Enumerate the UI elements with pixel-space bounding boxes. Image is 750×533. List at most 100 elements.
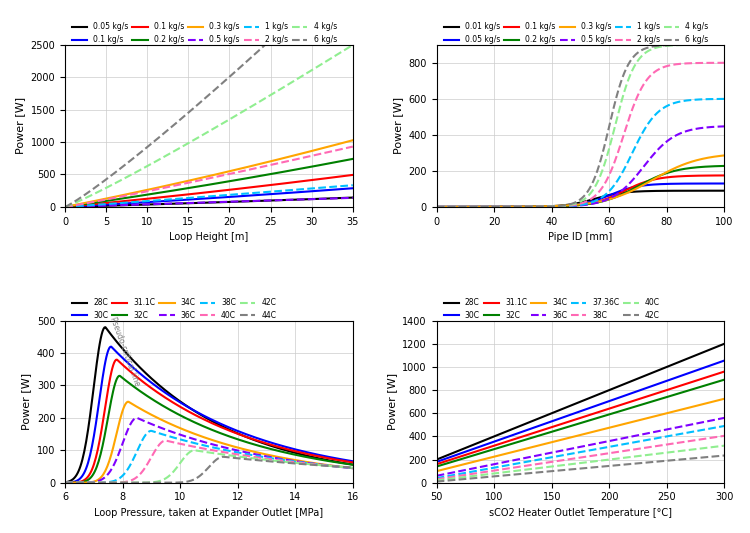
0.05 kg/s	[72, 204, 81, 210]
0.05 kg/s	[61, 204, 70, 210]
38C	[238, 450, 247, 456]
30C	[62, 480, 70, 486]
0.05 kg/s	[78, 203, 87, 209]
X-axis label: Loop Pressure, taken at Expander Outlet [MPa]: Loop Pressure, taken at Expander Outlet …	[94, 508, 323, 518]
Line: 0.05 kg/s: 0.05 kg/s	[436, 183, 724, 207]
34C	[238, 446, 247, 452]
40C	[232, 451, 241, 457]
2 kg/s	[72, 202, 81, 208]
36C	[322, 462, 332, 469]
42C	[322, 463, 332, 469]
38C	[720, 433, 729, 439]
34C	[675, 407, 684, 413]
Line: 0.1 kg/s: 0.1 kg/s	[65, 188, 352, 207]
30C	[322, 454, 332, 460]
0.05 kg/s	[604, 192, 613, 199]
37.36C	[433, 475, 442, 481]
0.2 kg/s	[720, 163, 729, 169]
4 kg/s	[602, 153, 611, 159]
Line: 0.2 kg/s: 0.2 kg/s	[65, 159, 352, 207]
42C	[433, 478, 442, 484]
6 kg/s	[604, 128, 613, 135]
Line: 0.3 kg/s: 0.3 kg/s	[436, 156, 724, 207]
31.1C	[604, 406, 613, 412]
2 kg/s	[675, 61, 684, 67]
40C	[62, 480, 70, 486]
44C	[218, 454, 227, 460]
38C	[232, 449, 241, 455]
2 kg/s	[693, 60, 702, 66]
0.01 kg/s	[604, 192, 613, 199]
6 kg/s	[114, 167, 123, 173]
0.5 kg/s	[693, 125, 702, 132]
6 kg/s	[72, 197, 81, 204]
34C	[61, 480, 70, 486]
6 kg/s	[78, 193, 87, 200]
0.2 kg/s	[604, 197, 613, 203]
28C	[232, 430, 241, 436]
0.2 kg/s	[432, 204, 441, 210]
0.2 kg/s	[137, 192, 146, 199]
40C	[160, 438, 170, 444]
2 kg/s	[137, 189, 146, 196]
31.1C	[61, 480, 70, 486]
40C	[693, 446, 702, 452]
40C	[61, 480, 70, 486]
28C	[720, 341, 729, 347]
Line: 36C: 36C	[436, 418, 724, 476]
6 kg/s	[61, 204, 70, 210]
36C	[720, 415, 729, 421]
0.3 kg/s	[720, 152, 729, 159]
0.5 kg/s	[137, 201, 146, 208]
0.05 kg/s	[602, 193, 611, 199]
0.01 kg/s	[693, 188, 702, 194]
42C	[238, 454, 247, 460]
Line: 28C: 28C	[65, 327, 352, 482]
38C	[675, 439, 684, 446]
34C	[232, 444, 241, 450]
1 kg/s	[78, 203, 87, 209]
32C	[720, 376, 729, 383]
4 kg/s	[324, 57, 333, 63]
0.5 kg/s	[72, 204, 81, 210]
0.3 kg/s	[602, 197, 611, 203]
0.3 kg/s	[72, 201, 81, 208]
44C	[62, 480, 70, 486]
X-axis label: Pipe ID [mm]: Pipe ID [mm]	[548, 232, 613, 242]
0.01 kg/s	[433, 204, 442, 210]
28C	[61, 479, 70, 486]
30C	[432, 459, 441, 465]
36C	[432, 473, 441, 479]
38C	[348, 465, 357, 471]
38C	[61, 480, 70, 486]
30C	[106, 343, 116, 350]
Line: 4 kg/s: 4 kg/s	[436, 45, 724, 207]
1 kg/s	[348, 182, 357, 189]
0.01 kg/s	[432, 204, 441, 210]
0.1 kg/s	[334, 186, 343, 192]
0.1 kg/s	[61, 204, 70, 210]
0.1 kg/s	[78, 202, 87, 208]
30C	[693, 367, 702, 373]
Line: 0.1 kg/s: 0.1 kg/s	[65, 175, 352, 207]
36C	[62, 480, 70, 486]
0.1 kg/s	[608, 193, 617, 199]
Line: 0.01 kg/s: 0.01 kg/s	[436, 191, 724, 207]
32C	[693, 385, 702, 391]
Line: 6 kg/s: 6 kg/s	[436, 45, 724, 207]
Line: 38C: 38C	[436, 436, 724, 479]
40C	[432, 477, 441, 483]
Line: 42C: 42C	[436, 456, 724, 481]
0.3 kg/s	[348, 137, 357, 143]
1 kg/s	[137, 198, 146, 205]
X-axis label: Loop Height [m]: Loop Height [m]	[170, 232, 248, 242]
Line: 0.3 kg/s: 0.3 kg/s	[65, 140, 352, 207]
31.1C	[62, 480, 70, 486]
0.01 kg/s	[608, 191, 617, 198]
34C	[602, 425, 611, 432]
Line: 30C: 30C	[436, 360, 724, 462]
30C	[608, 397, 617, 403]
42C	[232, 453, 241, 459]
2 kg/s	[78, 201, 87, 207]
0.2 kg/s	[324, 160, 333, 167]
